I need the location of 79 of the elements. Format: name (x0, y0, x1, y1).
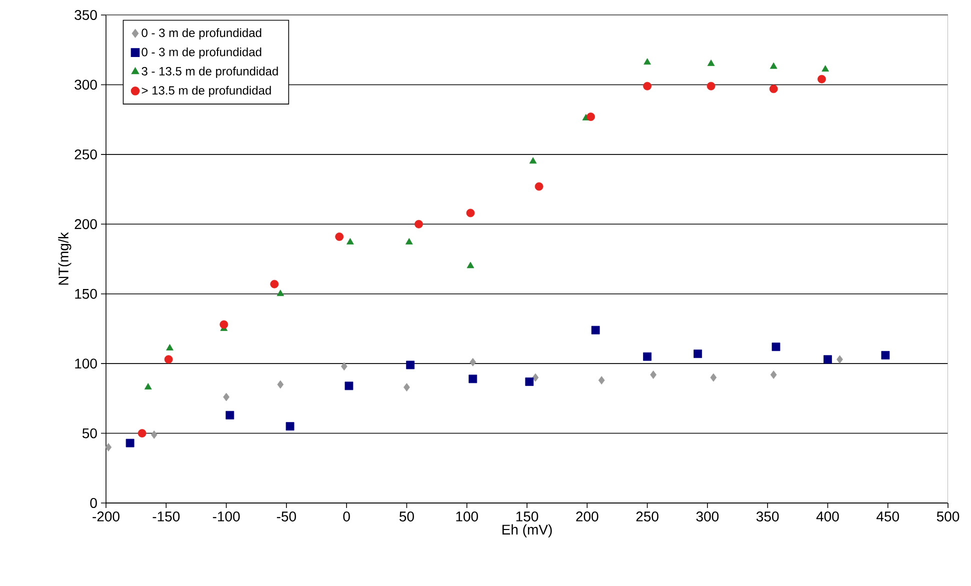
point (525, 377, 534, 386)
point (414, 220, 423, 228)
x-tick-label: -100 (212, 512, 240, 522)
point (650, 370, 657, 379)
x-tick-label: 0 (343, 512, 350, 522)
x-tick-label: 450 (876, 512, 899, 522)
legend-label: 0 - 3 m de profundidad (142, 47, 262, 59)
point (468, 374, 478, 384)
point (643, 82, 652, 90)
point (406, 360, 415, 370)
point (405, 238, 413, 244)
point (164, 355, 173, 364)
point (706, 82, 716, 90)
point (126, 438, 134, 448)
point (344, 382, 354, 390)
point (276, 290, 284, 296)
x-tick-label: 200 (576, 512, 598, 522)
point (836, 355, 843, 364)
point (534, 182, 544, 191)
point (770, 370, 777, 379)
point (643, 352, 652, 361)
y-tick-label: 50 (82, 428, 97, 438)
y-tick-label: 200 (74, 219, 97, 230)
point (270, 280, 279, 288)
point (470, 358, 476, 366)
x-tick-label: -50 (276, 512, 296, 522)
point (586, 112, 595, 121)
y-tick-label: 150 (75, 288, 97, 299)
legend-label: 3 - 13.5 m de profundidad (142, 66, 278, 78)
y-tick-label: 350 (74, 10, 97, 20)
point (223, 392, 230, 402)
point (150, 430, 158, 439)
point (598, 376, 605, 385)
legend-label: > 13.5 m de profundidad (142, 86, 271, 98)
point (824, 355, 832, 364)
point (220, 320, 228, 329)
point (226, 410, 234, 420)
point (404, 383, 410, 392)
point (346, 238, 354, 244)
x-tick-label: 100 (456, 512, 478, 522)
point (286, 422, 294, 431)
y-tick-label: 250 (74, 149, 97, 160)
point (822, 65, 829, 72)
point (166, 344, 174, 350)
point (710, 373, 717, 382)
point (591, 326, 600, 334)
point (644, 58, 651, 65)
point (340, 362, 348, 371)
x-tick-label: 400 (816, 512, 839, 522)
point (277, 380, 284, 389)
y-tick-label: 300 (74, 80, 97, 90)
point (818, 74, 826, 84)
x-tick-label: 350 (756, 512, 779, 522)
point (466, 262, 474, 268)
y-tick-label: 100 (75, 358, 97, 369)
x-tick-label: 50 (399, 512, 414, 522)
x-tick-label: -200 (92, 512, 120, 522)
x-tick-label: 250 (636, 512, 658, 522)
y-tick-label: 0 (90, 498, 97, 508)
y-axis-title: NT(mg/k (58, 232, 72, 285)
point (529, 157, 537, 164)
point (532, 373, 539, 382)
x-tick-label: 500 (936, 512, 960, 522)
point (770, 62, 778, 69)
point (335, 232, 344, 241)
point (772, 342, 780, 352)
point (769, 84, 778, 94)
point (707, 60, 715, 66)
point (694, 350, 702, 358)
point (144, 383, 152, 390)
point (138, 429, 146, 438)
x-axis-title: Eh (mV) (502, 524, 552, 538)
legend-label: 0 - 3 m de profundidad (142, 28, 262, 40)
x-tick-label: -150 (152, 512, 180, 522)
x-tick-label: 150 (516, 512, 538, 522)
point (881, 351, 890, 360)
point (105, 443, 112, 452)
x-tick-label: 300 (696, 512, 719, 522)
point (466, 208, 475, 218)
